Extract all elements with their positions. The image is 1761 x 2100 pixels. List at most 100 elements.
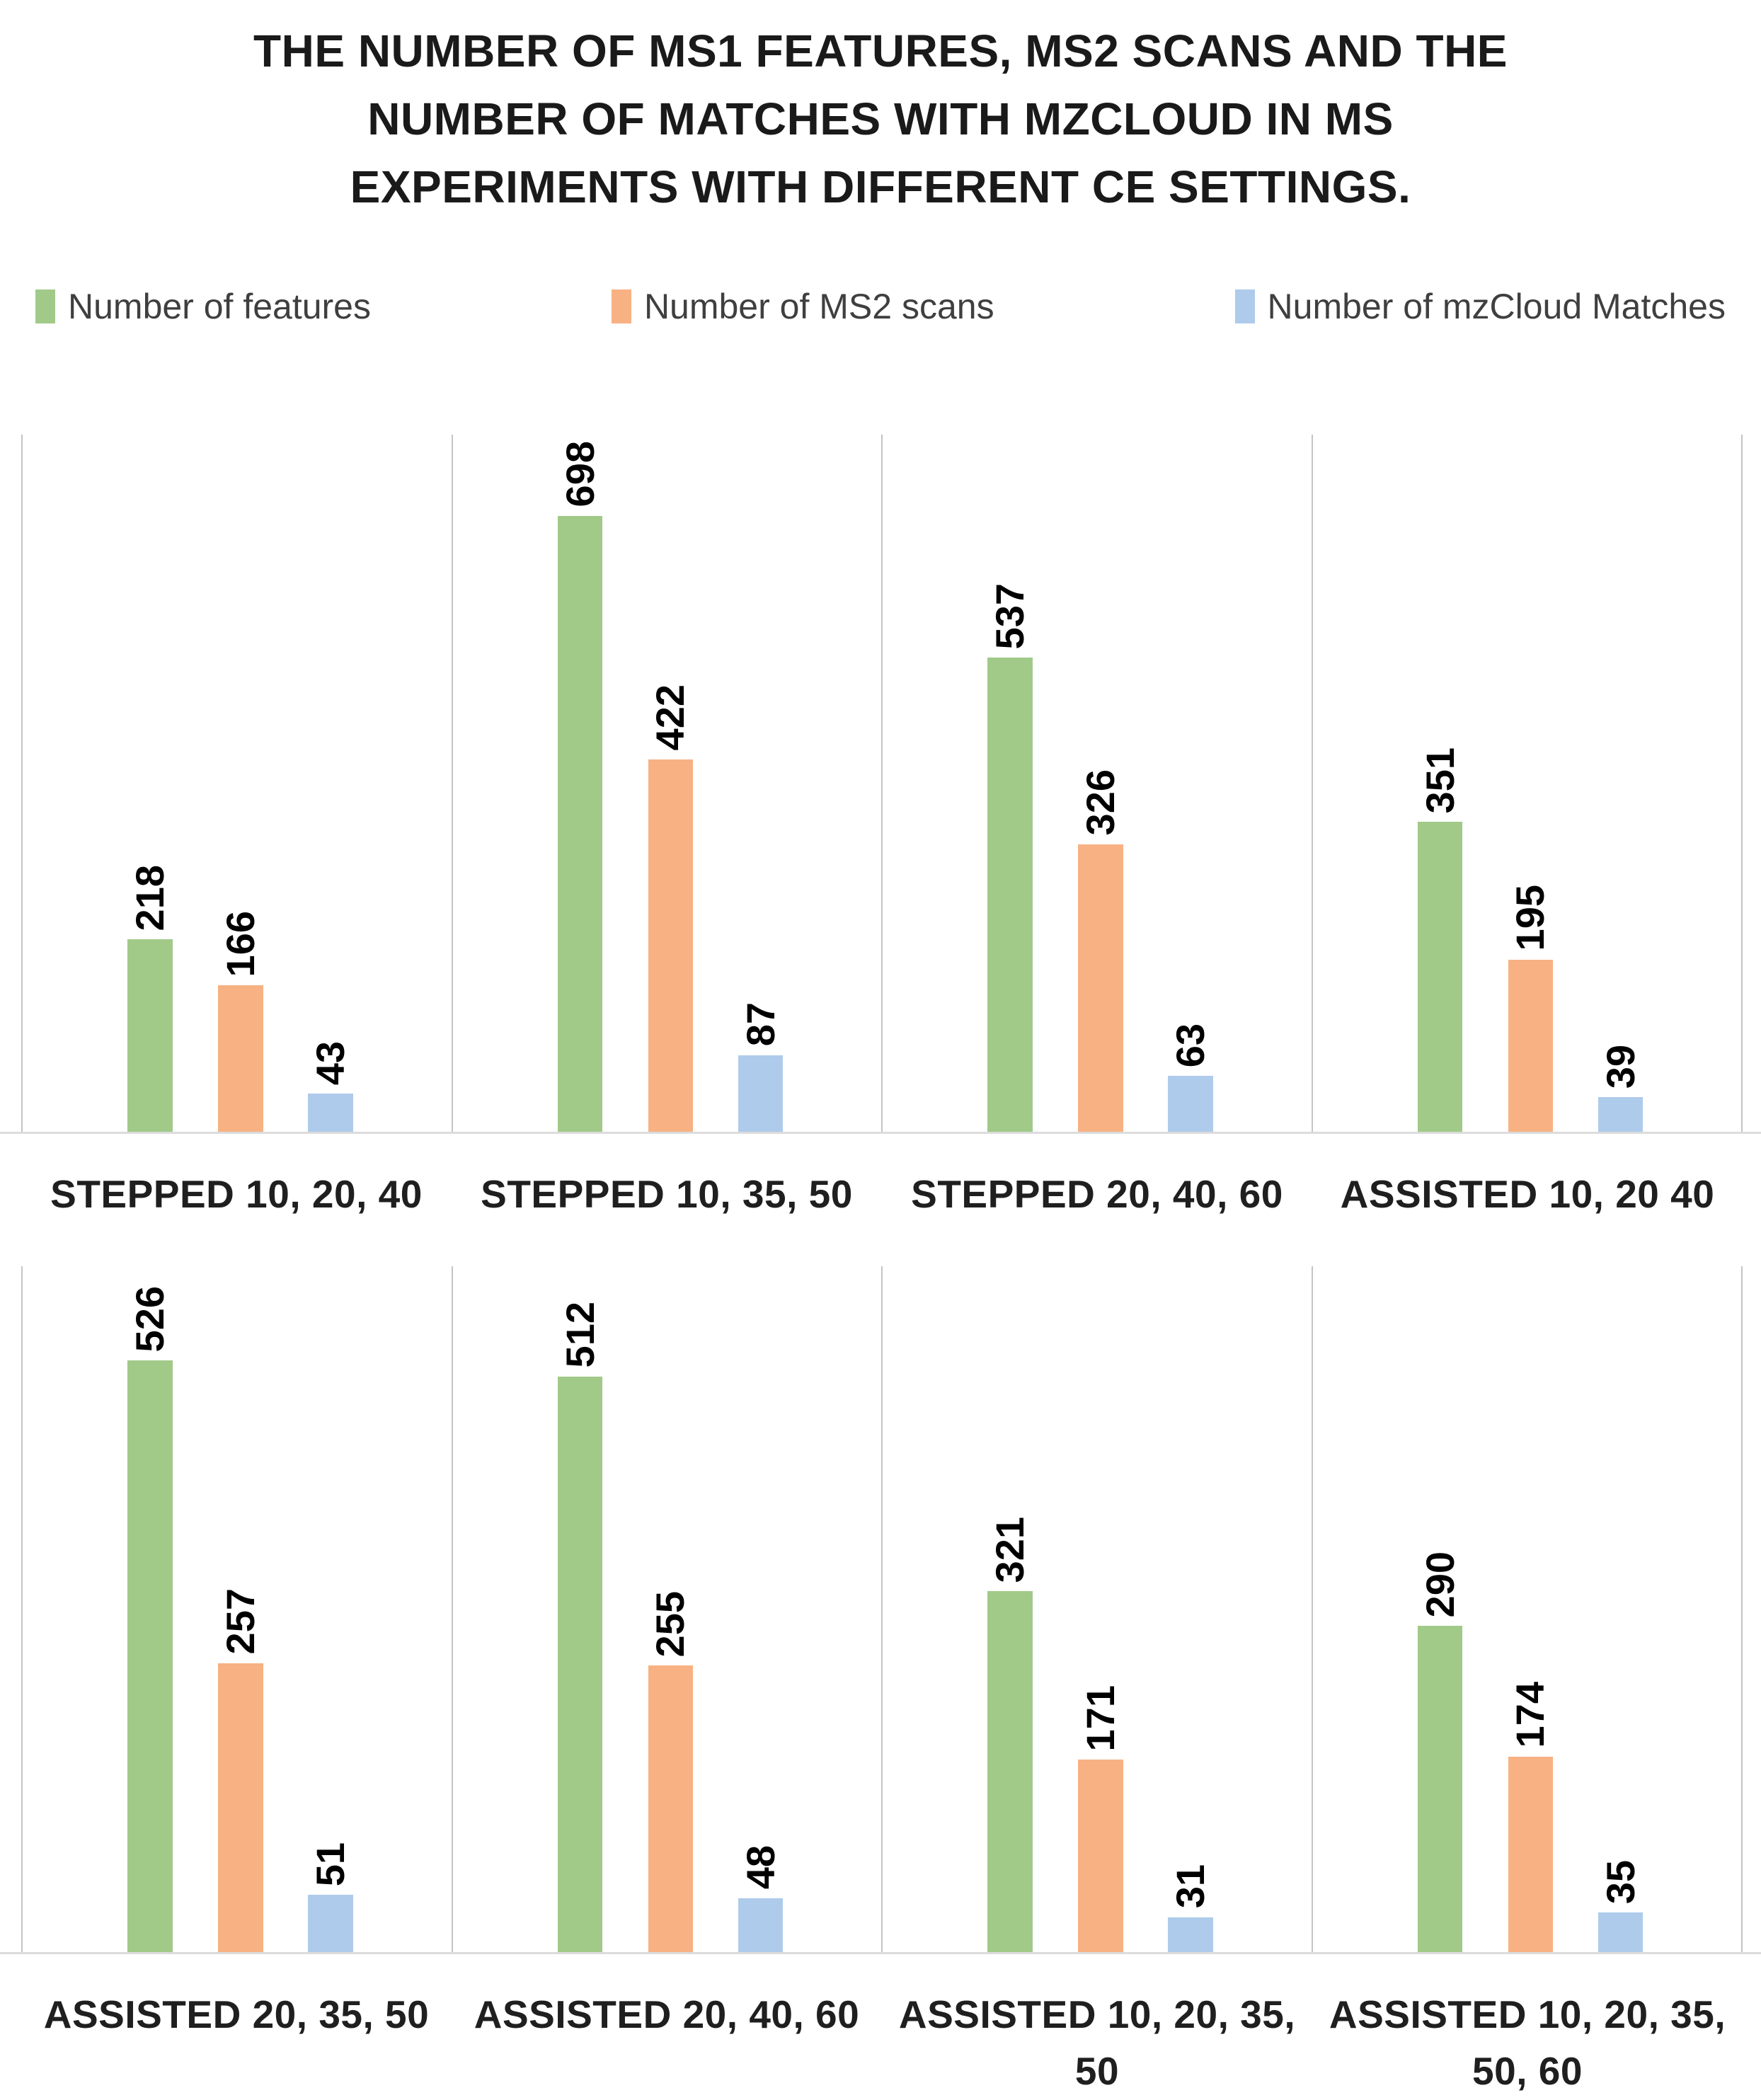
category-label: ASSISTED 10, 20, 35, 50 [882, 1954, 1312, 2100]
bar-value-label: 43 [308, 1041, 353, 1086]
bar-group: 31 [1168, 1266, 1213, 1952]
category-label-line: 50, 60 [1472, 2048, 1583, 2093]
legend-label-ms2-scans: Number of MS2 scans [643, 287, 994, 326]
mzcloud-matches-bar [738, 1898, 784, 1952]
panel-assisted-20-40-60: 512 255 48 [451, 1266, 882, 1952]
bar-group: 321 [987, 1266, 1033, 1952]
features-bar [1417, 822, 1463, 1132]
bar-value-label: 195 [1508, 885, 1553, 951]
bar-group: 257 [218, 1266, 263, 1952]
bar-group: 87 [738, 435, 784, 1132]
bar-group: 43 [308, 435, 353, 1132]
features-bar [127, 1360, 173, 1952]
bar-value-label: 48 [738, 1845, 783, 1890]
bar-group: 326 [1078, 435, 1123, 1132]
category-label: STEPPED 20, 40, 60 [882, 1134, 1312, 1223]
bar-value-label: 174 [1508, 1682, 1553, 1748]
features-bar [557, 1376, 603, 1952]
ms2-scans-bar [1508, 959, 1554, 1132]
panel-stepped-10-20-40: 218 166 43 [21, 435, 452, 1132]
category-label-line: STEPPED 10, 35, 50 [481, 1172, 853, 1216]
bar-group: 39 [1598, 435, 1644, 1132]
ms2-scans-swatch-icon [611, 289, 631, 323]
category-label-line: STEPPED 20, 40, 60 [911, 1172, 1283, 1216]
category-label-line: ASSISTED 10, 20, 35, [1329, 1992, 1726, 2036]
bar-value-label: 537 [987, 583, 1033, 650]
category-label-line: ASSISTED 20, 40, 60 [474, 1992, 860, 2036]
bar-value-label: 257 [217, 1588, 263, 1655]
bar-value-label: 351 [1417, 747, 1462, 814]
category-label: ASSISTED 20, 35, 50 [21, 1954, 452, 2100]
bar-group: 166 [218, 435, 263, 1132]
bar-value-label: 31 [1168, 1864, 1213, 1909]
bar-group: 351 [1418, 435, 1463, 1132]
features-bar [987, 658, 1033, 1132]
mzcloud-matches-bar [1168, 1076, 1213, 1132]
bar-group: 698 [558, 435, 603, 1132]
category-label: ASSISTED 10, 20 40 [1312, 1134, 1743, 1223]
plot-area-row-2: 526 257 51 512 255 [0, 1266, 1761, 1954]
features-bar [127, 939, 173, 1132]
chart-title-line-2: NUMBER OF MATCHES WITH MZCLOUD IN MS [367, 93, 1394, 144]
bar-value-label: 512 [557, 1302, 602, 1368]
bar-value-label: 63 [1168, 1023, 1213, 1068]
legend-label-features: Number of features [68, 287, 371, 326]
category-label-line: ASSISTED 10, 20, 35, [898, 1992, 1296, 2036]
bar-group: 526 [127, 1266, 173, 1952]
bar-value-label: 326 [1077, 769, 1123, 836]
mzcloud-matches-swatch-icon [1234, 289, 1255, 323]
bar-value-label: 87 [738, 1002, 783, 1047]
ms2-scans-bar [218, 985, 263, 1132]
mzcloud-matches-bar [1597, 1912, 1644, 1952]
bar-group: 35 [1598, 1266, 1644, 1952]
bar-group: 63 [1168, 435, 1213, 1132]
panel-stepped-20-40-60: 537 326 63 [881, 435, 1312, 1132]
ms2-scans-bar [648, 759, 694, 1132]
category-label-line: 50 [1074, 2048, 1120, 2093]
bar-group: 537 [987, 435, 1033, 1132]
mzcloud-matches-bar [308, 1895, 353, 1952]
bar-value-label: 321 [987, 1516, 1033, 1583]
mzcloud-matches-bar [1597, 1097, 1644, 1132]
mzcloud-matches-bar [308, 1094, 353, 1132]
legend-item-ms2-scans: Number of MS2 scans [611, 286, 994, 327]
panels-row-2: 526 257 51 512 255 [21, 1266, 1743, 1952]
category-labels-row-2: ASSISTED 20, 35, 50 ASSISTED 20, 40, 60 … [0, 1954, 1761, 2100]
category-label: STEPPED 10, 35, 50 [452, 1134, 882, 1223]
chart-title-line-3: EXPERIMENTS WITH DIFFERENT CE SETTINGS. [350, 161, 1411, 212]
bar-value-label: 166 [217, 910, 263, 977]
panel-assisted-10-20-40: 351 195 39 [1311, 435, 1743, 1132]
ms2-scans-bar [1078, 1760, 1123, 1952]
bar-group: 174 [1508, 1266, 1554, 1952]
bar-group: 51 [308, 1266, 353, 1952]
legend-item-mzcloud-matches: Number of mzCloud Matches [1234, 286, 1726, 327]
category-label: ASSISTED 10, 20, 35, 50, 60 [1312, 1954, 1743, 2100]
mzcloud-matches-bar [1168, 1917, 1213, 1952]
bar-value-label: 255 [648, 1590, 693, 1657]
bar-group: 171 [1078, 1266, 1123, 1952]
ms2-scans-bar [1078, 844, 1123, 1132]
bar-value-label: 39 [1597, 1045, 1643, 1089]
legend-label-mzcloud-matches: Number of mzCloud Matches [1267, 287, 1726, 326]
chart-title: THE NUMBER OF MS1 FEATURES, MS2 SCANS AN… [0, 0, 1761, 221]
mzcloud-matches-bar [738, 1055, 784, 1132]
category-label-line: ASSISTED 20, 35, 50 [43, 1992, 430, 2036]
ms2-scans-bar [218, 1663, 263, 1952]
panel-assisted-10-20-35-50-60: 290 174 35 [1311, 1266, 1743, 1952]
bar-group: 218 [127, 435, 173, 1132]
panel-stepped-10-35-50: 698 422 87 [451, 435, 882, 1132]
bar-value-label: 526 [127, 1286, 173, 1353]
ms2-scans-bar [1508, 1756, 1554, 1952]
chart-title-line-1: THE NUMBER OF MS1 FEATURES, MS2 SCANS AN… [253, 25, 1508, 76]
bar-value-label: 422 [648, 684, 693, 751]
category-label: ASSISTED 20, 40, 60 [452, 1954, 882, 2100]
bar-group: 422 [648, 435, 694, 1132]
panel-assisted-10-20-35-50: 321 171 31 [881, 1266, 1312, 1952]
bar-value-label: 218 [127, 864, 173, 931]
panels-row-1: 218 166 43 698 422 [21, 435, 1743, 1132]
category-label-line: STEPPED 10, 20, 40 [50, 1172, 423, 1216]
category-label: STEPPED 10, 20, 40 [21, 1134, 452, 1223]
plot-area-row-1: 218 166 43 698 422 [0, 435, 1761, 1134]
category-label-line: ASSISTED 10, 20 40 [1340, 1172, 1715, 1216]
legend: Number of features Number of MS2 scans N… [0, 286, 1761, 327]
